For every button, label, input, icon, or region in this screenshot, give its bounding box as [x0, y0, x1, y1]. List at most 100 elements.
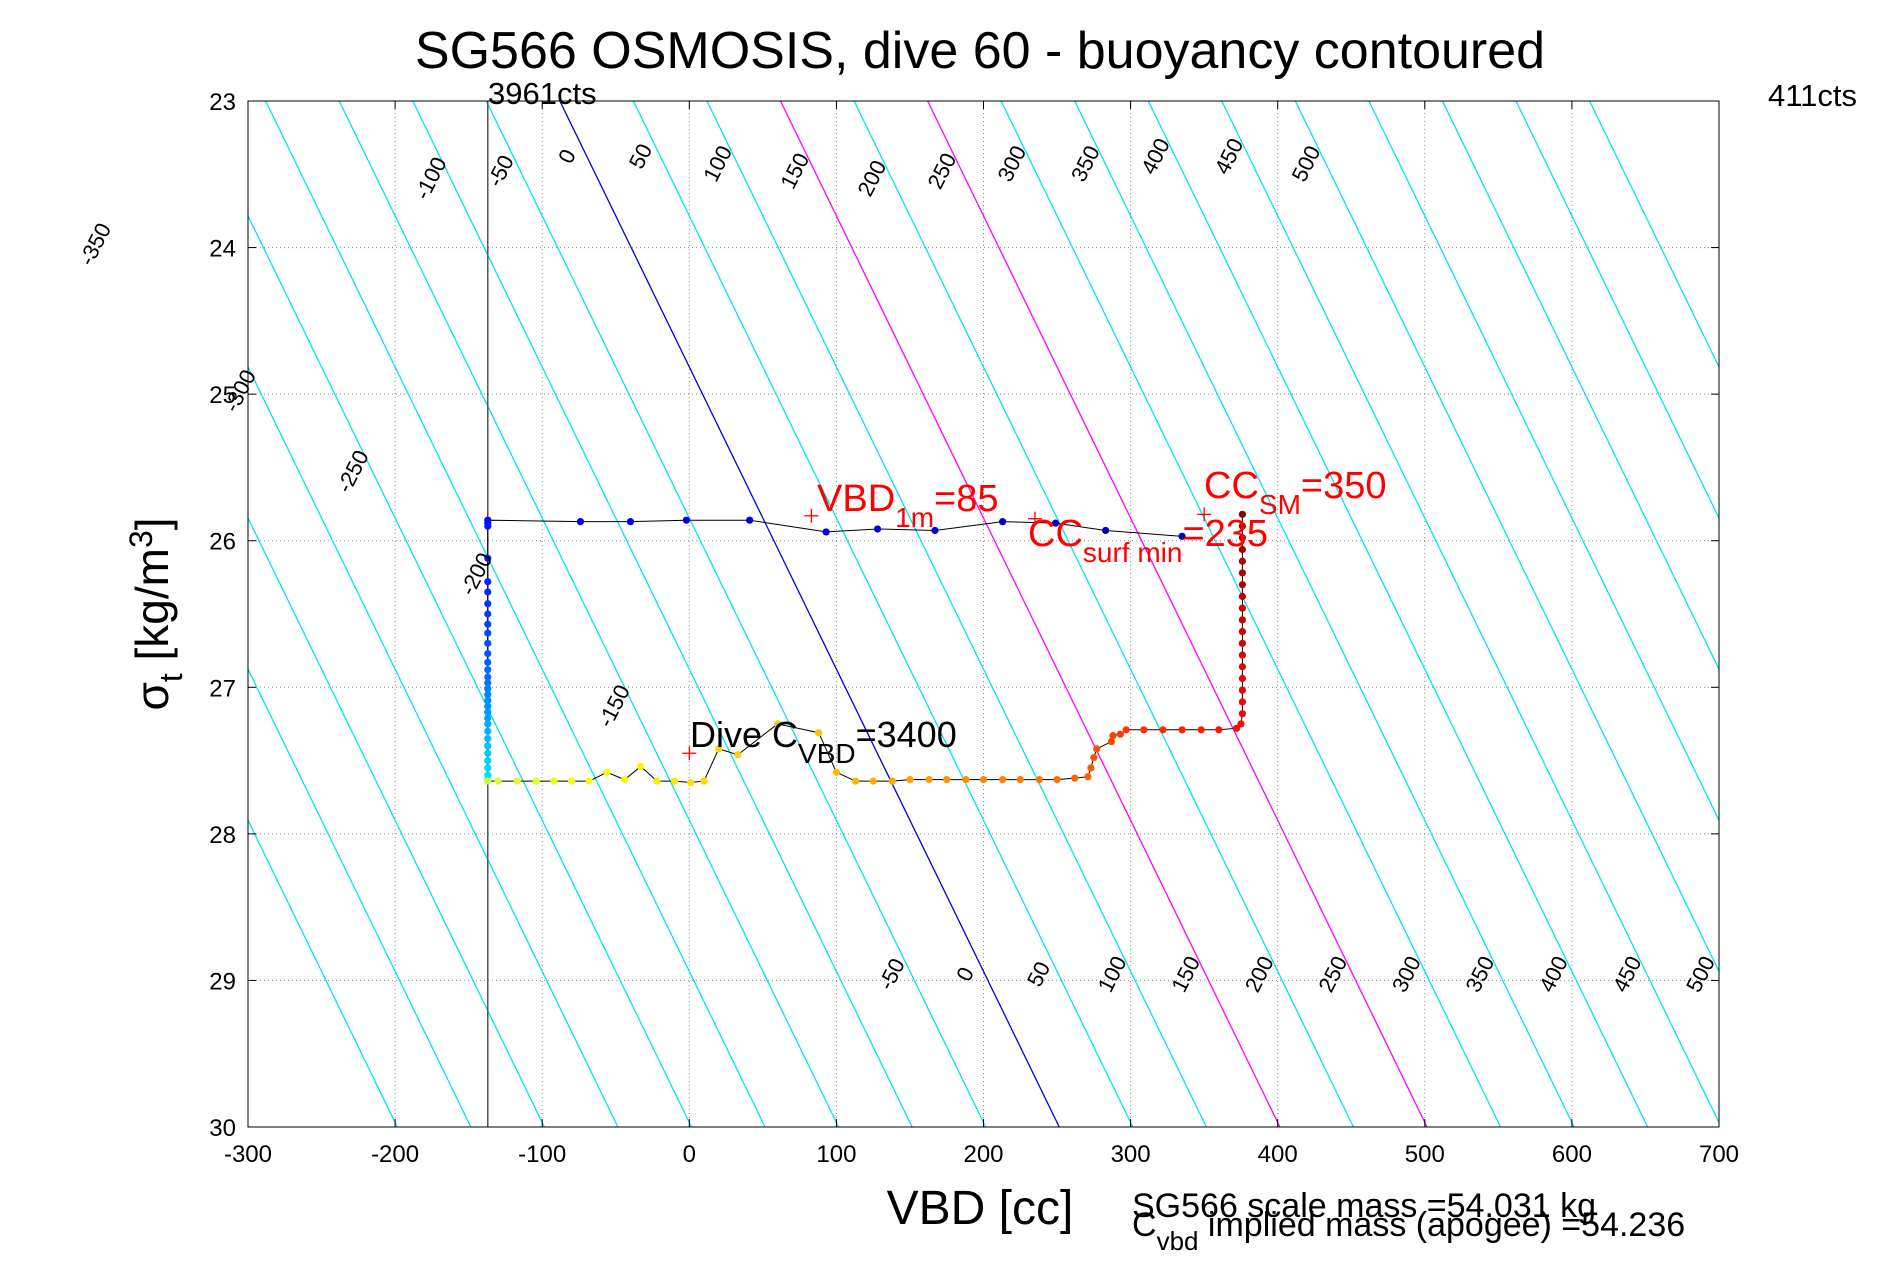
dive-point	[999, 518, 1007, 526]
climb-point	[1232, 724, 1241, 732]
climb-point	[1107, 737, 1116, 746]
dive-point	[1101, 526, 1110, 535]
climb-point	[687, 778, 695, 787]
zero-buoyancy-contour	[559, 101, 1060, 1127]
implied-main: C	[1132, 1206, 1157, 1244]
dive-point	[576, 518, 585, 526]
x-tick-label: -100	[518, 1141, 566, 1168]
dive-point	[484, 720, 492, 728]
climb-point	[494, 777, 502, 785]
buoyancy-contour	[412, 101, 913, 1127]
climb-point	[1197, 726, 1205, 734]
climb-point	[513, 777, 521, 785]
climb-point	[1122, 726, 1130, 734]
vbd1m-rest: =85	[934, 478, 998, 520]
dive-point	[484, 522, 492, 530]
climb-point	[484, 777, 492, 785]
y-label-main: σ	[126, 682, 178, 710]
climb-point	[869, 777, 877, 785]
scale-mass-text: SG566 scale mass =54.031 kg	[1132, 1187, 1596, 1225]
buoyancy-contour	[1588, 101, 1719, 369]
climb-point	[1238, 698, 1246, 706]
climb-point	[532, 777, 540, 785]
buoyancy-contour	[1294, 101, 1719, 973]
dive-c-sub: VBD	[798, 738, 856, 769]
dive-point	[484, 734, 492, 743]
dive-point	[484, 696, 492, 705]
top-right-count: 411cts	[1768, 78, 1857, 113]
climb-point	[1109, 732, 1117, 740]
vbd1m-annotation: VBD1m=85	[817, 478, 999, 533]
dive-point	[484, 679, 492, 687]
y-tick-label: 26	[209, 529, 236, 556]
climb-point	[1035, 776, 1043, 784]
buoyancy-contour	[248, 516, 545, 1127]
climb-point	[979, 776, 988, 784]
y-axis-label: σt [kg/m3]	[123, 517, 189, 710]
y-label-sup: 3	[123, 530, 159, 548]
grid-lines	[248, 101, 1719, 1127]
y-tick-label: 29	[209, 968, 236, 995]
climb-point	[1238, 651, 1246, 659]
dive-c-annotation: Dive CVBD=3400	[690, 714, 957, 769]
climb-point	[1238, 592, 1246, 601]
climb-point	[1178, 726, 1186, 734]
vbd1m-sub: 1m	[895, 502, 934, 533]
dive-point	[1051, 519, 1060, 527]
dive-point	[484, 708, 492, 716]
dive-point	[626, 518, 635, 526]
climb-point	[1238, 710, 1246, 718]
climb-point	[906, 776, 914, 784]
climb-point	[715, 745, 723, 753]
climb-point	[1238, 686, 1246, 694]
buoyancy-contour	[248, 818, 398, 1127]
dive-point	[484, 673, 492, 681]
y-label-close: ]	[126, 517, 178, 530]
dive-point	[484, 685, 492, 693]
buoyancy-contour	[1441, 101, 1719, 671]
dive-point	[484, 764, 492, 772]
x-tick-label: 600	[1552, 1141, 1592, 1168]
cc-sm-rest: =350	[1301, 465, 1387, 507]
x-tick-label: -300	[224, 1141, 272, 1168]
climb-point	[1087, 764, 1095, 772]
dive-point	[484, 727, 492, 735]
x-tick-label: 300	[1111, 1141, 1151, 1168]
plus-marker	[1197, 507, 1212, 522]
dive-point	[484, 649, 492, 658]
dive-point	[682, 516, 690, 524]
y-label-rest: [kg/m	[126, 548, 178, 673]
cc-surf-main: CC	[1028, 513, 1083, 555]
buoyancy-contour	[485, 101, 987, 1127]
climb-point	[943, 776, 951, 784]
cc-surf-rest: =235	[1182, 513, 1268, 555]
buoyancy-contour	[632, 101, 1134, 1127]
climb-point	[962, 776, 970, 784]
x-tick-label: 700	[1699, 1141, 1739, 1168]
buoyancy-contour	[248, 214, 693, 1127]
climb-point	[1238, 663, 1246, 671]
climb-point	[999, 776, 1007, 784]
climb-point	[1116, 730, 1124, 738]
dive-point	[1178, 532, 1186, 540]
climb-point	[603, 768, 611, 776]
buoyancy-contour	[706, 101, 1207, 1127]
dive-point	[484, 691, 492, 699]
climb-point	[1159, 726, 1167, 734]
climb-point	[670, 777, 679, 785]
climb-point	[700, 777, 708, 785]
climb-point	[1238, 627, 1246, 636]
contour-label-upper: -350	[74, 219, 116, 270]
climb-point	[815, 729, 823, 737]
climb-point	[832, 768, 841, 776]
dive-point	[484, 620, 492, 628]
climb-point	[1016, 776, 1024, 784]
climb-point	[1238, 639, 1246, 647]
vbd1m-main: VBD	[817, 478, 895, 520]
climb-point	[734, 751, 742, 759]
y-tick-label: 28	[209, 822, 236, 849]
climb-point	[1238, 522, 1246, 530]
climb-point	[1215, 726, 1223, 734]
climb-point	[1238, 616, 1246, 624]
dive-point	[484, 578, 492, 586]
